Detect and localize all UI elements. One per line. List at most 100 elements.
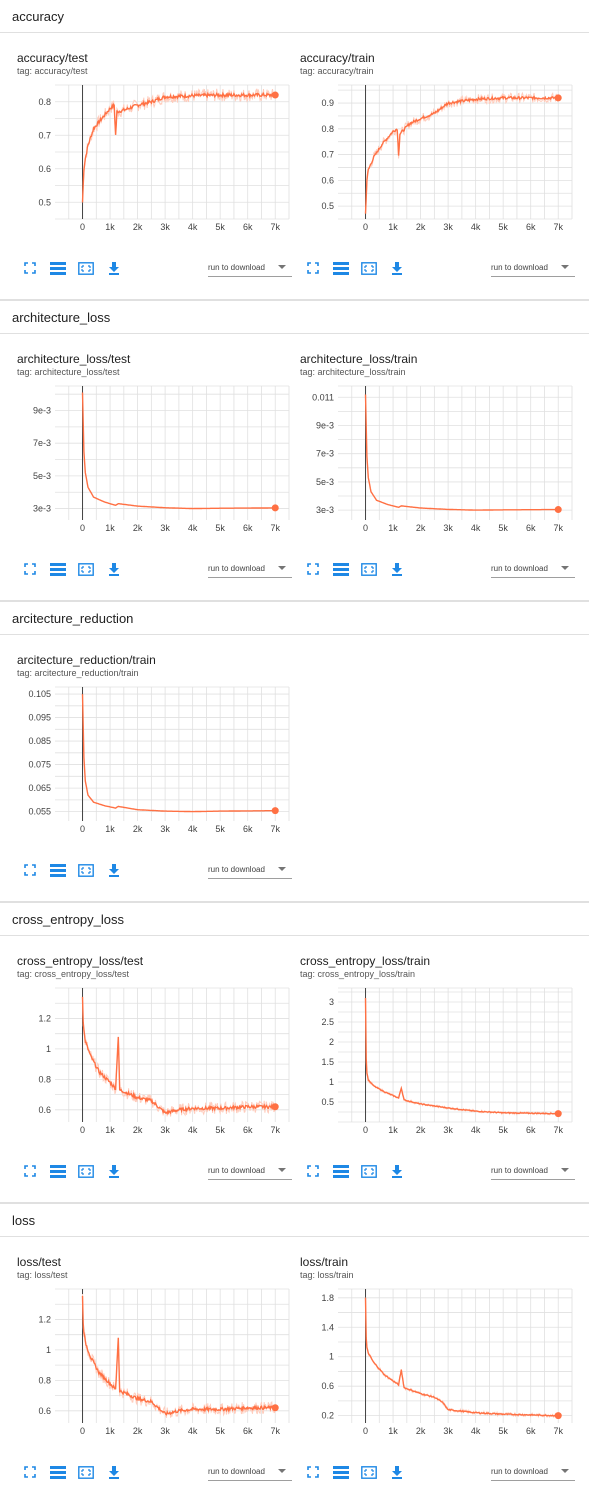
y-tick-label: 1.8 [321, 1293, 334, 1303]
line-chart: 0.2 0.6 1 1.4 1.8 0 1k 2k 3k 4k 5k 6k 7k [321, 1288, 573, 1436]
chart-card: cross_entropy_loss/train tag: cross_entr… [294, 936, 577, 1180]
download-icon[interactable] [105, 1464, 123, 1480]
y-tick-label: 0.6 [38, 1105, 51, 1115]
fit-domain-icon[interactable] [77, 260, 95, 276]
list-icon[interactable] [49, 1163, 67, 1179]
y-tick-label: 1.4 [321, 1322, 334, 1332]
run-to-download-select[interactable]: run to download [208, 1161, 292, 1180]
download-icon[interactable] [388, 260, 406, 276]
download-icon[interactable] [105, 1163, 123, 1179]
x-tick-label: 3k [160, 824, 170, 834]
fullscreen-icon[interactable] [304, 561, 322, 577]
run-to-download-select[interactable]: run to download [491, 1462, 575, 1481]
fullscreen-icon[interactable] [21, 862, 39, 878]
chart-toolbar [304, 1463, 416, 1481]
download-icon[interactable] [105, 862, 123, 878]
download-icon[interactable] [388, 1163, 406, 1179]
chevron-down-icon [278, 265, 286, 269]
fullscreen-icon[interactable] [304, 1464, 322, 1480]
series-end-point [271, 1404, 279, 1412]
list-icon[interactable] [49, 1464, 67, 1480]
fit-domain-icon[interactable] [77, 862, 95, 878]
chevron-down-icon [278, 1469, 286, 1473]
fullscreen-icon[interactable] [304, 260, 322, 276]
run-to-download-select[interactable]: run to download [491, 1161, 575, 1180]
download-icon[interactable] [105, 260, 123, 276]
list-icon[interactable] [49, 862, 67, 878]
section-header-accuracy[interactable]: accuracy [0, 0, 589, 33]
y-tick-label: 5e-3 [33, 471, 51, 481]
fit-domain-icon[interactable] [360, 561, 378, 577]
fit-domain-icon[interactable] [360, 1464, 378, 1480]
fullscreen-icon[interactable] [21, 1163, 39, 1179]
y-tick-label: 0.105 [28, 689, 51, 699]
chart-card: cross_entropy_loss/test tag: cross_entro… [11, 936, 294, 1180]
series-line [364, 997, 559, 1115]
x-tick-label: 1k [105, 1125, 115, 1135]
line-chart: 0.5 0.6 0.7 0.8 0.9 0 1k 2k 3k 4k 5k 6k 7k [321, 84, 573, 232]
card-tag: tag: arcitecture_reduction/train [17, 668, 139, 678]
list-icon[interactable] [49, 260, 67, 276]
x-tick-label: 6k [243, 523, 253, 533]
section-header-architecture-loss[interactable]: architecture_loss [0, 301, 589, 334]
fit-domain-icon[interactable] [360, 1163, 378, 1179]
series-end-point [554, 94, 562, 102]
section-header-arcitecture-reduction[interactable]: arcitecture_reduction [0, 602, 589, 635]
card-title: arcitecture_reduction/train [17, 653, 156, 667]
section-title: loss [12, 1212, 36, 1228]
select-label: run to download [491, 1165, 548, 1175]
download-icon[interactable] [388, 1464, 406, 1480]
card-title: cross_entropy_loss/train [300, 954, 431, 968]
fit-domain-icon[interactable] [360, 260, 378, 276]
x-tick-label: 0 [363, 1426, 368, 1436]
line-chart: 3e-3 5e-3 7e-3 9e-3 0 1k 2k 3k 4k 5k 6k 7k [33, 385, 290, 533]
fit-domain-icon[interactable] [77, 1163, 95, 1179]
x-tick-label: 7k [270, 523, 280, 533]
x-tick-label: 2k [133, 222, 143, 232]
y-tick-label: 0.055 [28, 807, 51, 817]
fullscreen-icon[interactable] [21, 561, 39, 577]
run-to-download-select[interactable]: run to download [208, 258, 292, 277]
card-tag: tag: loss/test [17, 1270, 68, 1280]
section-header-loss[interactable]: loss [0, 1204, 589, 1237]
chart-card: architecture_loss/test tag: architecture… [11, 334, 294, 578]
list-icon[interactable] [332, 260, 350, 276]
x-tick-label: 7k [270, 222, 280, 232]
x-tick-label: 2k [416, 1426, 426, 1436]
chevron-down-icon [278, 1168, 286, 1172]
chart-toolbar [21, 560, 133, 578]
x-tick-label: 2k [416, 1125, 426, 1135]
y-tick-label: 7e-3 [316, 449, 334, 459]
run-to-download-select[interactable]: run to download [491, 559, 575, 578]
run-to-download-select[interactable]: run to download [208, 559, 292, 578]
y-tick-label: 1 [46, 1345, 51, 1355]
fullscreen-icon[interactable] [21, 260, 39, 276]
download-icon[interactable] [105, 561, 123, 577]
series-end-point [271, 91, 279, 99]
list-icon[interactable] [332, 1163, 350, 1179]
run-to-download-select[interactable]: run to download [208, 1462, 292, 1481]
card-tag: tag: accuracy/test [17, 66, 88, 76]
x-tick-label: 6k [526, 1426, 536, 1436]
list-icon[interactable] [332, 561, 350, 577]
run-to-download-select[interactable]: run to download [491, 258, 575, 277]
x-tick-label: 7k [270, 824, 280, 834]
x-tick-label: 1k [388, 1426, 398, 1436]
select-label: run to download [491, 1466, 548, 1476]
fit-domain-icon[interactable] [77, 1464, 95, 1480]
fullscreen-icon[interactable] [304, 1163, 322, 1179]
download-icon[interactable] [388, 561, 406, 577]
y-tick-label: 0.6 [38, 164, 51, 174]
fit-domain-icon[interactable] [77, 561, 95, 577]
x-tick-label: 5k [215, 523, 225, 533]
list-icon[interactable] [332, 1464, 350, 1480]
x-tick-label: 0 [363, 523, 368, 533]
section-header-cross-entropy-loss[interactable]: cross_entropy_loss [0, 903, 589, 936]
x-tick-label: 3k [160, 523, 170, 533]
run-to-download-select[interactable]: run to download [208, 860, 292, 879]
fullscreen-icon[interactable] [21, 1464, 39, 1480]
y-tick-label: 0.075 [28, 760, 51, 770]
list-icon[interactable] [49, 561, 67, 577]
y-tick-label: 0.065 [28, 783, 51, 793]
chart-toolbar [21, 1162, 133, 1180]
